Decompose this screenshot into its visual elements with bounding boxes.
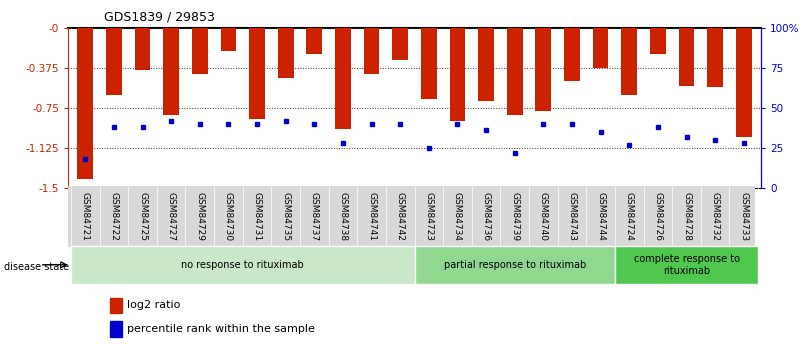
Text: GSM84732: GSM84732 — [710, 192, 719, 241]
Text: log2 ratio: log2 ratio — [127, 300, 180, 310]
Text: GSM84734: GSM84734 — [453, 192, 462, 241]
Bar — [71, 246, 415, 284]
Bar — [220, 28, 236, 51]
Text: GSM84743: GSM84743 — [567, 192, 577, 241]
Bar — [110, 321, 122, 337]
Bar — [564, 28, 580, 81]
Bar — [249, 28, 265, 119]
Text: GSM84723: GSM84723 — [425, 192, 433, 241]
Text: GDS1839 / 29853: GDS1839 / 29853 — [104, 10, 215, 23]
Text: GSM84727: GSM84727 — [167, 192, 175, 241]
Text: GSM84737: GSM84737 — [310, 192, 319, 241]
Bar — [678, 28, 694, 86]
Text: percentile rank within the sample: percentile rank within the sample — [127, 324, 315, 334]
Bar — [478, 28, 494, 101]
Text: GSM84721: GSM84721 — [81, 192, 90, 241]
Text: GSM84733: GSM84733 — [739, 192, 748, 241]
Bar — [106, 28, 122, 95]
Text: GSM84729: GSM84729 — [195, 192, 204, 241]
Text: GSM84724: GSM84724 — [625, 192, 634, 241]
Bar — [615, 246, 758, 284]
Text: partial response to rituximab: partial response to rituximab — [444, 260, 586, 270]
Text: GSM84740: GSM84740 — [539, 192, 548, 241]
Bar — [421, 28, 437, 99]
Text: GSM84741: GSM84741 — [367, 192, 376, 241]
Text: GSM84736: GSM84736 — [481, 192, 490, 241]
Bar — [163, 28, 179, 115]
Text: GSM84730: GSM84730 — [224, 192, 233, 241]
Text: GSM84738: GSM84738 — [339, 192, 348, 241]
Bar — [415, 246, 615, 284]
Text: GSM84731: GSM84731 — [252, 192, 262, 241]
Bar — [335, 28, 351, 129]
Text: GSM84742: GSM84742 — [396, 192, 405, 241]
Text: GSM84728: GSM84728 — [682, 192, 691, 241]
Text: GSM84725: GSM84725 — [138, 192, 147, 241]
Text: disease state: disease state — [4, 263, 69, 272]
Bar — [536, 28, 551, 111]
Bar — [507, 28, 522, 115]
Text: GSM84726: GSM84726 — [654, 192, 662, 241]
Bar — [622, 28, 637, 95]
Text: GSM84739: GSM84739 — [510, 192, 519, 241]
Bar — [135, 28, 151, 70]
Bar — [192, 28, 207, 73]
Text: GSM84744: GSM84744 — [596, 192, 605, 241]
Bar — [110, 297, 122, 313]
Bar — [307, 28, 322, 54]
Bar — [593, 28, 609, 68]
Bar — [364, 28, 380, 73]
Bar — [736, 28, 751, 137]
Bar — [78, 28, 93, 179]
Bar — [449, 28, 465, 121]
Text: GSM84735: GSM84735 — [281, 192, 290, 241]
Bar — [278, 28, 293, 78]
Text: GSM84722: GSM84722 — [110, 192, 119, 241]
Bar — [392, 28, 408, 60]
Bar — [707, 28, 723, 88]
Text: complete response to
rituximab: complete response to rituximab — [634, 254, 739, 276]
Bar — [650, 28, 666, 54]
Text: no response to rituximab: no response to rituximab — [181, 260, 304, 270]
